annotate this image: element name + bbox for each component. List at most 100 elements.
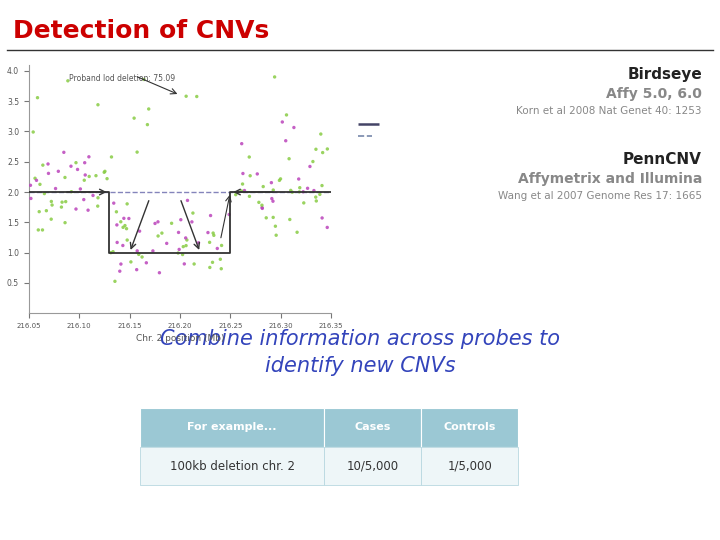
Point xyxy=(117,223,129,232)
Point xyxy=(207,229,219,238)
Point xyxy=(79,171,91,179)
Point xyxy=(172,249,184,258)
Point xyxy=(204,263,215,272)
Point xyxy=(223,210,235,219)
Point xyxy=(180,241,192,250)
Point xyxy=(117,241,129,250)
Text: Combine information across probes to
identify new CNVs: Combine information across probes to ide… xyxy=(160,329,560,376)
Point xyxy=(90,171,102,180)
Point xyxy=(59,173,71,182)
Point xyxy=(274,176,285,185)
Point xyxy=(244,171,256,180)
Point xyxy=(175,215,186,224)
Point xyxy=(55,202,67,211)
FancyBboxPatch shape xyxy=(324,408,421,447)
Point xyxy=(166,219,177,227)
Point xyxy=(191,92,202,101)
FancyBboxPatch shape xyxy=(324,447,421,485)
Point xyxy=(105,248,117,257)
Point xyxy=(102,174,113,183)
Point xyxy=(237,180,248,188)
Text: 10/5,000: 10/5,000 xyxy=(346,460,399,472)
Point xyxy=(142,120,153,129)
Point xyxy=(269,72,280,81)
Point xyxy=(180,234,192,242)
Point xyxy=(314,190,325,199)
Point xyxy=(71,205,82,213)
Point xyxy=(82,206,94,214)
Point xyxy=(114,267,125,275)
Point xyxy=(204,211,216,220)
Point xyxy=(243,153,255,161)
Point xyxy=(66,162,77,171)
Point xyxy=(46,201,58,210)
Y-axis label: Estimated copy number: Estimated copy number xyxy=(0,135,1,243)
Point xyxy=(30,174,41,183)
Point xyxy=(173,228,184,237)
Text: Birdseye: Birdseye xyxy=(627,68,702,83)
Point xyxy=(153,232,164,240)
Point xyxy=(304,162,315,171)
Point xyxy=(25,194,37,202)
Point xyxy=(294,187,305,196)
Point xyxy=(138,75,150,84)
Point xyxy=(317,148,328,157)
Point xyxy=(307,157,319,166)
Text: Wang et al 2007 Genome Res 17: 1665: Wang et al 2007 Genome Res 17: 1665 xyxy=(498,191,702,201)
Point xyxy=(298,199,310,207)
Point xyxy=(50,184,61,193)
Point xyxy=(133,250,145,259)
Point xyxy=(258,183,269,191)
Point xyxy=(149,219,161,228)
Point xyxy=(45,215,57,224)
Point xyxy=(310,197,322,205)
Point xyxy=(316,181,328,190)
Point xyxy=(230,190,241,199)
Text: Affymetrix and Illumina: Affymetrix and Illumina xyxy=(518,172,702,186)
Point xyxy=(271,231,282,240)
Point xyxy=(153,268,165,277)
Point xyxy=(79,158,91,167)
Point xyxy=(37,226,48,234)
Point xyxy=(177,250,189,259)
Point xyxy=(321,223,333,232)
Text: PennCNV: PennCNV xyxy=(623,152,702,167)
Point xyxy=(275,174,287,183)
Point xyxy=(297,187,309,196)
Point xyxy=(181,196,193,205)
Point xyxy=(315,130,327,138)
Point xyxy=(236,139,248,148)
Point xyxy=(269,222,281,231)
Point xyxy=(72,165,84,174)
Point xyxy=(280,137,292,145)
Point xyxy=(308,186,320,195)
Point xyxy=(261,213,272,222)
Text: Affy 5.0, 6.0: Affy 5.0, 6.0 xyxy=(606,87,702,102)
Point xyxy=(53,167,64,176)
Point xyxy=(285,186,297,195)
Point xyxy=(109,277,121,286)
FancyBboxPatch shape xyxy=(140,447,324,485)
Point xyxy=(208,231,220,240)
Point xyxy=(118,214,130,222)
Point xyxy=(140,259,152,267)
Point xyxy=(131,148,143,157)
Point xyxy=(292,228,303,237)
Point xyxy=(92,193,104,202)
Point xyxy=(143,105,155,113)
Point xyxy=(31,176,42,185)
Point xyxy=(186,218,198,226)
FancyBboxPatch shape xyxy=(421,408,518,447)
Point xyxy=(39,190,50,198)
Point xyxy=(42,169,54,178)
Point xyxy=(284,215,296,224)
FancyBboxPatch shape xyxy=(140,408,324,447)
Point xyxy=(78,176,90,185)
Point xyxy=(121,224,132,233)
Point xyxy=(293,175,305,184)
Point xyxy=(75,185,86,193)
Text: Controls: Controls xyxy=(444,422,496,432)
Point xyxy=(267,197,279,206)
Point xyxy=(152,218,163,226)
Point xyxy=(92,202,104,211)
